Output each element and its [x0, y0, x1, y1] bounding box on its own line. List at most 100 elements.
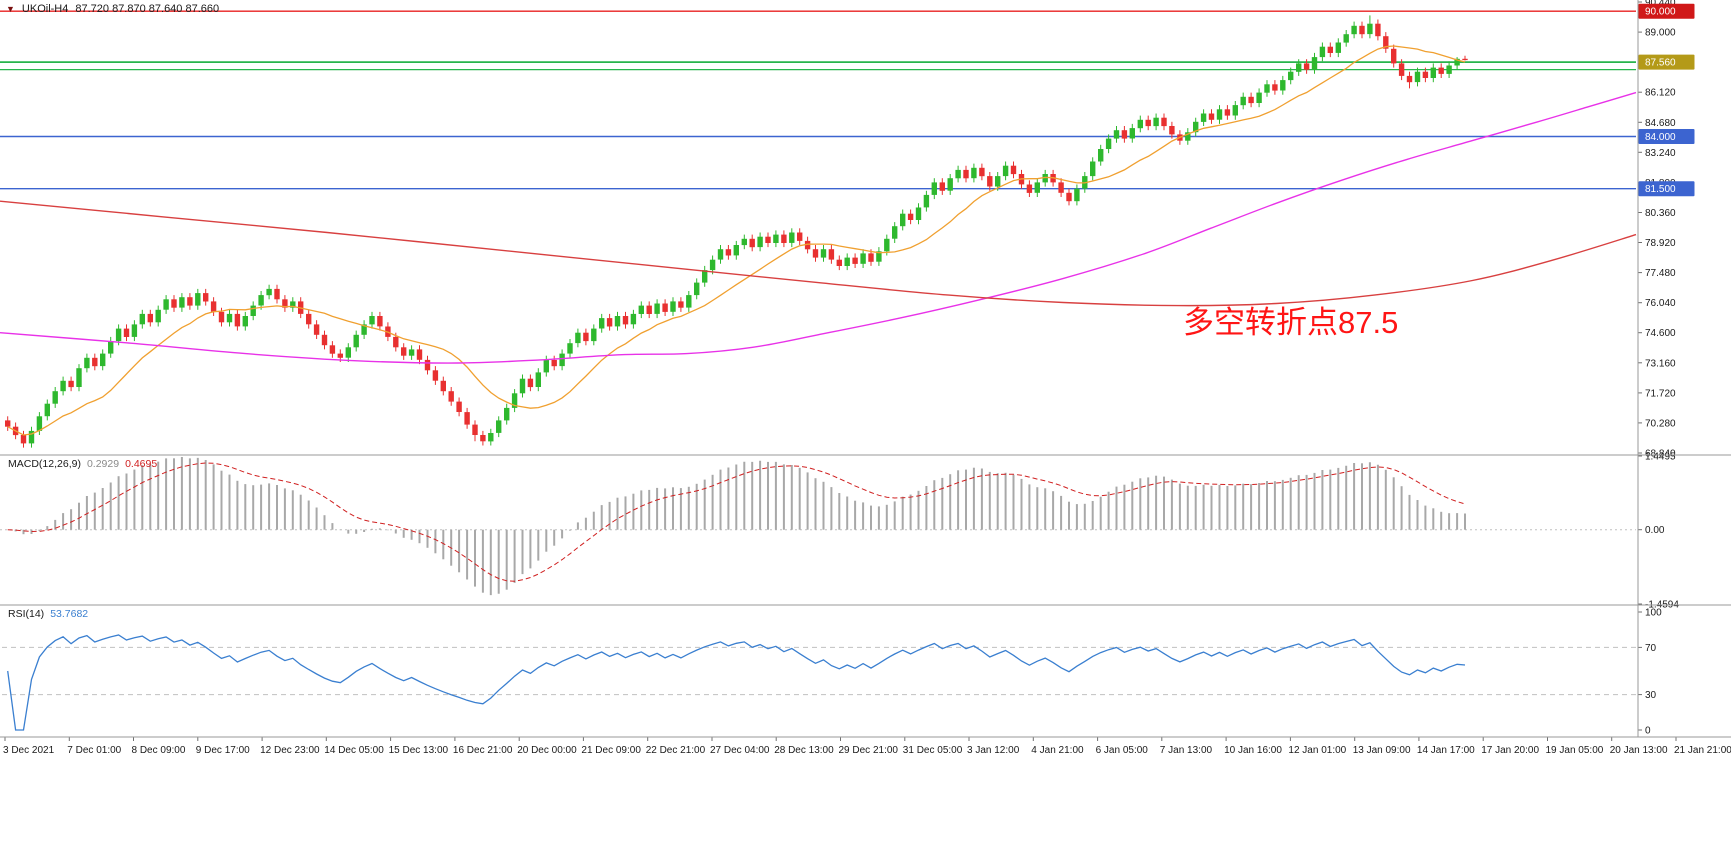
time-tick-label: 8 Dec 09:00: [132, 745, 186, 756]
time-tick-label: 20 Jan 13:00: [1610, 745, 1668, 756]
candle-body: [1153, 117, 1159, 127]
time-tick-label: 27 Dec 04:00: [710, 745, 770, 756]
candle-body: [226, 313, 233, 323]
candle-body: [670, 301, 676, 312]
candle-body: [884, 238, 890, 252]
candle-body: [606, 318, 613, 327]
candle-body: [1327, 46, 1333, 53]
price-tick-label: 74.600: [1645, 328, 1676, 339]
candle-body: [702, 270, 708, 283]
candle-body: [480, 435, 486, 442]
candle-body: [1438, 67, 1444, 74]
time-tick-label: 16 Dec 21:00: [453, 745, 513, 756]
candle-body: [1216, 109, 1223, 120]
time-tick-label: 13 Jan 09:00: [1353, 745, 1411, 756]
time-tick-label: 20 Dec 00:00: [517, 745, 577, 756]
candle-body: [1129, 128, 1135, 139]
candle-body: [266, 288, 272, 296]
candle-body: [377, 316, 383, 327]
candle-body: [1359, 25, 1365, 35]
candle-body: [1208, 113, 1215, 120]
candle-body: [535, 372, 541, 387]
candle-body: [92, 357, 98, 367]
candle-body: [923, 194, 930, 208]
candle-body: [210, 301, 217, 312]
time-tick-label: 12 Jan 01:00: [1288, 745, 1346, 756]
chart-ohlc-readout: 87.720 87.870 87.640 87.660: [75, 3, 220, 15]
price-pane[interactable]: [0, 10, 1637, 448]
time-tick-label: 6 Jan 05:00: [1096, 745, 1149, 756]
candle-body: [519, 378, 526, 394]
candle-body: [28, 430, 35, 444]
price-tick-label: 89.000: [1645, 28, 1676, 39]
candle-body: [250, 305, 256, 316]
macd-pane[interactable]: [0, 457, 1636, 596]
candle-body: [504, 407, 510, 421]
candle-body: [1430, 67, 1436, 78]
candle-body: [1375, 23, 1381, 37]
candle-body: [939, 182, 945, 191]
rsi-pane[interactable]: [2, 634, 1636, 731]
candle-body: [1185, 132, 1191, 141]
candle-body: [84, 357, 90, 369]
candle-body: [789, 232, 795, 243]
macd-name: MACD(12,26,9): [8, 458, 81, 470]
candle-body: [1090, 161, 1096, 177]
price-tick-label: 71.720: [1645, 388, 1676, 399]
candle-body: [1232, 105, 1238, 116]
candle-body: [1454, 58, 1460, 66]
candle-body: [408, 349, 415, 356]
time-tick-label: 19 Jan 05:00: [1546, 745, 1604, 756]
candle-body: [1121, 130, 1128, 139]
candle-body: [1010, 165, 1017, 175]
candle-body: [979, 167, 985, 177]
price-tick-label: 70.280: [1645, 418, 1676, 429]
candle-body: [1311, 57, 1318, 70]
macd-axis-label: 0.00: [1645, 525, 1665, 536]
candle-body: [123, 328, 130, 337]
candle-body: [1240, 96, 1246, 106]
price-tick-label: 86.120: [1645, 88, 1676, 99]
time-tick-label: 15 Dec 13:00: [389, 745, 449, 756]
chart-annotation-text[interactable]: 多空转折点87.5: [1183, 305, 1399, 340]
candle-body: [686, 295, 692, 308]
candle-body: [36, 416, 43, 431]
candle-body: [187, 297, 193, 306]
price-tick-label: 83.240: [1645, 148, 1676, 159]
candle-body: [139, 313, 145, 325]
candle-body: [860, 253, 866, 264]
candle-body: [749, 238, 755, 248]
candle-body: [1367, 23, 1373, 35]
symbol-dropdown-icon[interactable]: ▼: [6, 3, 15, 14]
time-tick-label: 9 Dec 17:00: [196, 745, 250, 756]
candle-body: [337, 353, 343, 358]
price-tick-label: 80.360: [1645, 208, 1676, 219]
price-axis[interactable]: 90.44089.00087.56086.12084.68083.24081.8…: [1638, 0, 1695, 737]
candle-body: [591, 328, 597, 342]
candle-body: [369, 316, 375, 325]
candle-body: [947, 178, 953, 191]
candle-body: [963, 169, 969, 179]
candle-body: [1161, 117, 1167, 127]
candle-body: [1224, 109, 1231, 116]
time-axis[interactable]: 3 Dec 2021 7 Dec 01:00 8 Dec 09:00 9 Dec 17…: [3, 737, 1731, 756]
candle-body: [971, 167, 977, 179]
rsi-value: 53.7682: [50, 608, 89, 620]
price-tag-label: 84.000: [1645, 132, 1676, 143]
candle-body: [820, 249, 827, 258]
ma-slow-line: [0, 200, 1637, 307]
candle-body: [1256, 92, 1262, 103]
time-tick-label: 28 Dec 13:00: [774, 745, 834, 756]
price-tag: [1638, 129, 1695, 144]
candle-body: [1169, 126, 1175, 135]
candle-body: [44, 403, 50, 417]
candle-body: [488, 433, 494, 442]
candle-body: [179, 297, 185, 308]
price-tag: [1638, 54, 1695, 70]
candle-body: [234, 313, 241, 327]
candle-body: [614, 316, 621, 327]
time-tick-label: 14 Jan 17:00: [1417, 745, 1475, 756]
rsi-axis-label: 70: [1645, 643, 1657, 654]
